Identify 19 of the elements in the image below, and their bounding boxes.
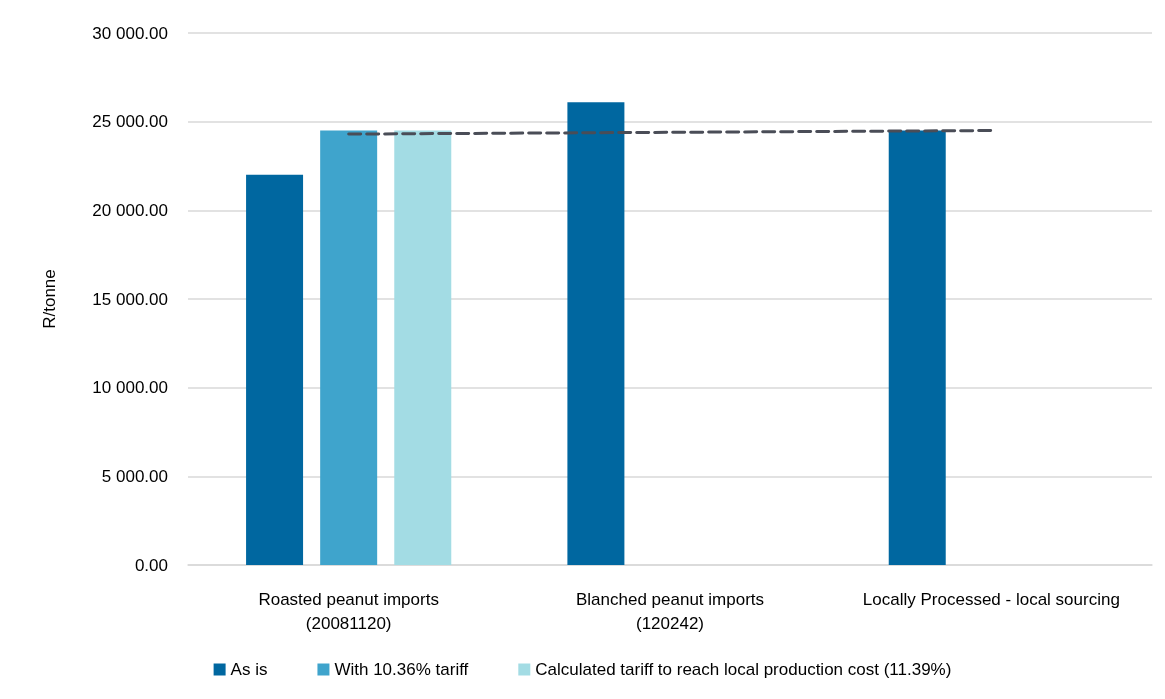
y-tick-label: 10 000.00 <box>92 378 168 398</box>
y-tick-label: 5 000.00 <box>101 466 168 486</box>
legend-label: As is <box>230 660 268 679</box>
bar <box>888 130 946 565</box>
legend-label: With 10.36% tariff <box>334 660 469 679</box>
bar <box>246 174 304 565</box>
legend-label: Calculated tariff to reach local production cost (11.39%) <box>535 660 952 679</box>
bar <box>394 130 452 565</box>
x-tick-label: Locally Processed - local sourcing <box>862 589 1120 609</box>
y-tick-label: 25 000.00 <box>92 112 168 132</box>
y-tick-label: 20 000.00 <box>92 200 168 220</box>
bar <box>320 130 378 565</box>
y-tick-label: 15 000.00 <box>92 289 168 309</box>
x-tick-label: Roasted peanut imports (20081120) <box>258 589 439 633</box>
y-tick-label: 0.00 <box>134 555 168 575</box>
x-tick-label: Blanched peanut imports (120242) <box>575 589 765 633</box>
y-axis-title: R/tonne <box>40 269 59 329</box>
bar <box>567 102 625 565</box>
y-tick-label: 30 000.00 <box>92 23 168 43</box>
